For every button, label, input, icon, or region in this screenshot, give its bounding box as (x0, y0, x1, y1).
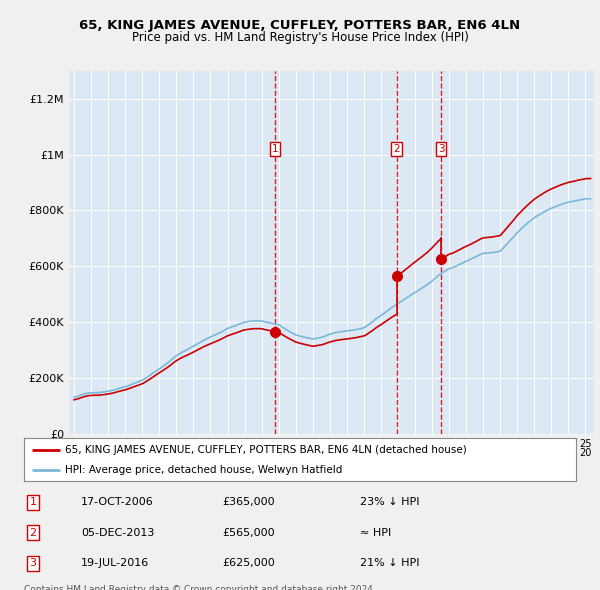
Text: £365,000: £365,000 (222, 497, 275, 507)
Text: £565,000: £565,000 (222, 528, 275, 537)
Text: HPI: Average price, detached house, Welwyn Hatfield: HPI: Average price, detached house, Welw… (65, 466, 343, 475)
Text: Contains HM Land Registry data © Crown copyright and database right 2024.: Contains HM Land Registry data © Crown c… (24, 585, 376, 590)
Text: 65, KING JAMES AVENUE, CUFFLEY, POTTERS BAR, EN6 4LN: 65, KING JAMES AVENUE, CUFFLEY, POTTERS … (79, 19, 521, 32)
Text: 65, KING JAMES AVENUE, CUFFLEY, POTTERS BAR, EN6 4LN (detached house): 65, KING JAMES AVENUE, CUFFLEY, POTTERS … (65, 445, 467, 455)
Text: 2: 2 (394, 144, 400, 154)
Text: 1: 1 (29, 497, 37, 507)
Text: 05-DEC-2013: 05-DEC-2013 (81, 528, 154, 537)
Text: 3: 3 (29, 559, 37, 568)
Text: 17-OCT-2006: 17-OCT-2006 (81, 497, 154, 507)
Text: ≈ HPI: ≈ HPI (360, 528, 391, 537)
Text: Price paid vs. HM Land Registry's House Price Index (HPI): Price paid vs. HM Land Registry's House … (131, 31, 469, 44)
Text: 1: 1 (272, 144, 278, 154)
Text: 2: 2 (29, 528, 37, 537)
Text: 23% ↓ HPI: 23% ↓ HPI (360, 497, 419, 507)
Text: 3: 3 (438, 144, 445, 154)
Text: 19-JUL-2016: 19-JUL-2016 (81, 559, 149, 568)
Text: 21% ↓ HPI: 21% ↓ HPI (360, 559, 419, 568)
Text: £625,000: £625,000 (222, 559, 275, 568)
